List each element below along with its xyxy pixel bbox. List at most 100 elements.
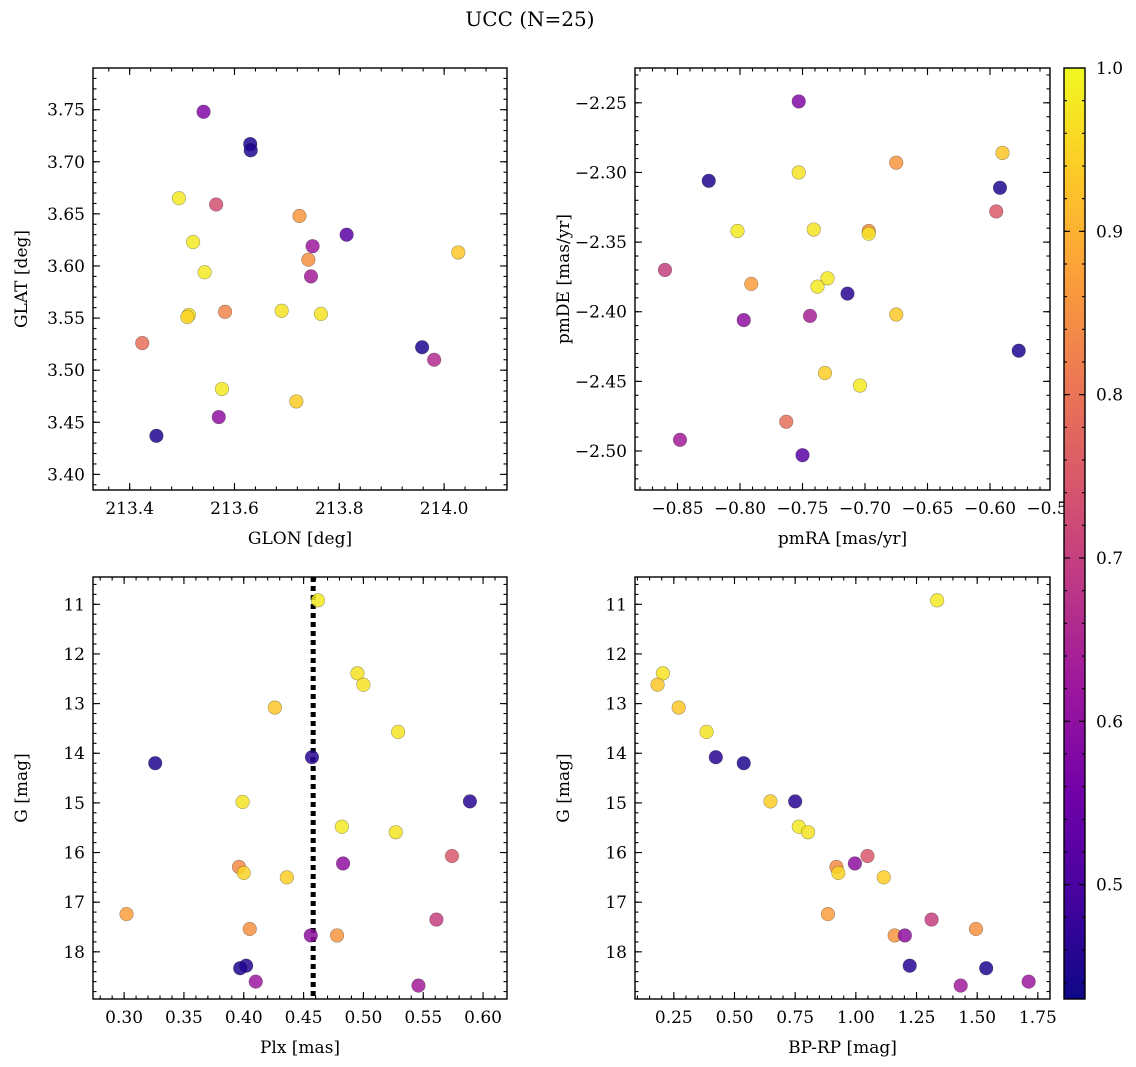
x-tick-label: −0.65: [901, 499, 953, 519]
data-point: [817, 365, 833, 381]
y-tick-label: 3.50: [47, 361, 85, 381]
y-tick-label: 12: [605, 645, 627, 665]
data-point: [135, 335, 150, 351]
y-axis-label: G [mag]: [12, 753, 32, 822]
data-point: [243, 143, 258, 158]
y-tick-label: 16: [605, 844, 627, 864]
data-point: [429, 912, 444, 927]
x-tick-label: 0.50: [716, 1008, 754, 1028]
data-point: [701, 173, 716, 188]
colorbar: 0.5 0.6 0.7 0.8 0.9 1.0: [1063, 59, 1123, 1000]
data-point: [279, 870, 294, 885]
plot-area-frame: [634, 67, 1051, 491]
data-point: [802, 308, 818, 324]
data-point: [196, 104, 211, 119]
data-point: [953, 978, 968, 993]
data-point: [233, 961, 248, 976]
data-point: [897, 928, 912, 943]
data-point: [924, 912, 939, 927]
x-tick-label: −0.85: [651, 499, 703, 519]
y-tick-label: 3.75: [47, 101, 85, 121]
data-point: [356, 677, 371, 692]
data-point: [267, 700, 282, 715]
data-point: [444, 848, 460, 864]
data-point: [979, 961, 994, 976]
data-point: [148, 756, 163, 771]
data-point: [209, 197, 224, 212]
data-point: [930, 593, 945, 608]
data-point: [304, 750, 320, 765]
y-tick-label: −2.50: [575, 442, 627, 462]
panels: 213.4 213.6 213.8 214.0 3.40 3.45 3.50 3.55 3.60…: [12, 67, 1079, 1058]
y-tick-label: −2.35: [575, 233, 627, 253]
data-point: [902, 958, 917, 973]
data-point: [779, 414, 794, 429]
x-tick-label: 213.8: [315, 499, 364, 519]
y-tick-label: 16: [63, 844, 85, 864]
data-point: [744, 276, 759, 291]
figure-title: UCC (N=25): [465, 7, 594, 31]
data-point: [248, 974, 263, 989]
data-point: [650, 677, 665, 692]
data-point: [876, 870, 891, 885]
data-point: [1011, 343, 1026, 358]
y-tick-label: 3.65: [47, 205, 85, 225]
y-axis-label: pmDE [mas/yr]: [554, 214, 574, 344]
x-tick-label: 0.40: [225, 1008, 263, 1028]
data-point: [861, 226, 876, 241]
data-point: [214, 381, 230, 397]
x-tick-label: 0.30: [105, 1008, 143, 1028]
x-tick-label: 0.45: [285, 1008, 323, 1028]
data-point: [119, 907, 134, 922]
x-tick-label: 1.00: [837, 1008, 875, 1028]
y-tick-label: 17: [63, 893, 85, 913]
data-point: [831, 865, 846, 880]
y-tick-label: 13: [605, 695, 627, 715]
colorbar-tick-label: 0.5: [1096, 876, 1123, 896]
data-point: [339, 227, 354, 242]
colorbar-tick-label: 0.7: [1096, 549, 1123, 569]
x-tick-label: 1.50: [958, 1008, 996, 1028]
data-point: [852, 378, 868, 393]
data-point: [171, 191, 187, 206]
data-point: [806, 222, 821, 237]
data-point: [350, 666, 365, 681]
data-point: [672, 432, 688, 447]
x-tick-label: 214.0: [420, 499, 469, 519]
x-tick-label: 0.60: [464, 1008, 502, 1028]
data-point: [791, 165, 806, 180]
data-point: [860, 848, 875, 864]
y-tick-label: −2.40: [575, 303, 627, 323]
data-point: [992, 180, 1008, 195]
data-point: [791, 94, 806, 109]
data-point: [411, 978, 426, 993]
data-point: [968, 921, 984, 937]
data-point: [303, 928, 318, 943]
panel-2: −0.85 −0.80 −0.75 −0.70 −0.65 −0.60 −0.55−2.50…: [554, 67, 1079, 549]
data-point: [795, 448, 810, 463]
y-tick-label: 13: [63, 695, 85, 715]
y-tick-label: 15: [63, 794, 85, 814]
colorbar-tick-label: 0.9: [1096, 222, 1123, 242]
colorbar-tick-label: 1.0: [1096, 59, 1123, 79]
plot-area-frame: [92, 576, 508, 1000]
data-point: [708, 750, 723, 765]
x-axis-label: BP-RP [mag]: [788, 1038, 897, 1058]
data-point: [736, 312, 751, 328]
y-tick-label: 3.55: [47, 309, 85, 329]
data-point: [462, 794, 478, 809]
y-tick-label: −2.25: [575, 94, 627, 114]
panel-1: 213.4 213.6 213.8 214.0 3.40 3.45 3.50 3.55 3.60…: [12, 67, 508, 549]
data-point: [391, 724, 406, 739]
y-tick-label: 3.45: [47, 413, 85, 433]
y-tick-label: −2.45: [575, 372, 627, 392]
y-tick-label: −2.30: [575, 163, 627, 183]
data-point: [235, 794, 250, 810]
panel-4: 0.25 0.50 0.75 1.00 1.25 1.50 1.75 11 12 13 14 15 16…: [554, 576, 1057, 1058]
data-point: [303, 269, 319, 284]
data-point: [995, 145, 1010, 161]
data-point: [334, 819, 349, 834]
x-tick-label: −0.80: [714, 499, 766, 519]
data-point: [820, 907, 836, 922]
